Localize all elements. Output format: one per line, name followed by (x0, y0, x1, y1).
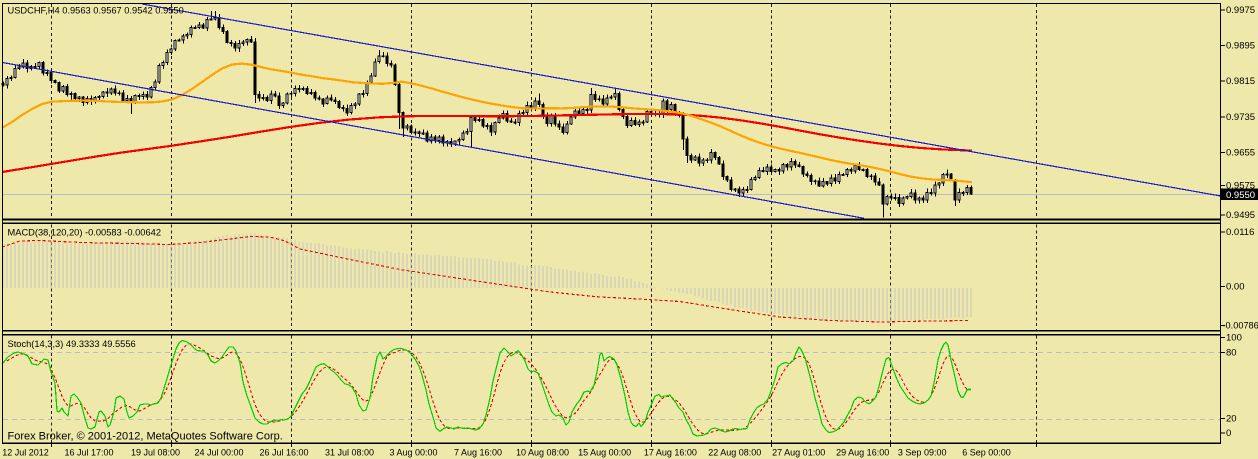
svg-text:100: 100 (1226, 333, 1242, 344)
svg-text:0.9735: 0.9735 (1226, 112, 1255, 123)
svg-text:0.9655: 0.9655 (1226, 147, 1255, 158)
svg-text:0: 0 (1226, 428, 1231, 439)
svg-text:24 Jul 00:00: 24 Jul 00:00 (194, 448, 243, 458)
svg-text:10 Aug 08:00: 10 Aug 08:00 (516, 448, 569, 458)
svg-text:0.9575: 0.9575 (1226, 180, 1255, 191)
svg-text:6 Sep 00:00: 6 Sep 00:00 (962, 448, 1011, 458)
svg-text:15 Aug 00:00: 15 Aug 00:00 (578, 448, 631, 458)
svg-text:0.9895: 0.9895 (1226, 41, 1255, 52)
svg-text:MACD(38,120,20) -0.00583 -0.00: MACD(38,120,20) -0.00583 -0.00642 (8, 228, 162, 238)
svg-text:29 Aug 16:00: 29 Aug 16:00 (836, 448, 889, 458)
svg-text:0.0116: 0.0116 (1226, 227, 1254, 238)
svg-text:17 Aug 16:00: 17 Aug 16:00 (644, 448, 697, 458)
svg-text:0.00: 0.00 (1226, 282, 1245, 293)
svg-text:Stoch(14,3,3) 49.3333 49.5556: Stoch(14,3,3) 49.3333 49.5556 (8, 339, 136, 349)
svg-text:31 Jul 08:00: 31 Jul 08:00 (325, 448, 374, 458)
svg-text:7 Aug 16:00: 7 Aug 16:00 (454, 448, 502, 458)
svg-text:0.9495: 0.9495 (1226, 210, 1255, 221)
svg-text:22 Aug 08:00: 22 Aug 08:00 (708, 448, 761, 458)
svg-text:27 Aug 01:00: 27 Aug 01:00 (772, 448, 825, 458)
svg-text:16 Jul 17:00: 16 Jul 17:00 (64, 448, 113, 458)
svg-text:80: 80 (1226, 347, 1237, 358)
svg-text:Forex Broker, © 2001-2012, Met: Forex Broker, © 2001-2012, MetaQuotes So… (8, 431, 283, 443)
svg-text:20: 20 (1226, 413, 1237, 424)
svg-text:19 Jul 08:00: 19 Jul 08:00 (131, 448, 180, 458)
svg-text:USDCHF,H4 0.9563 0.9567 0.954: USDCHF,H4 0.9563 0.9567 0.9542 0.9550 (8, 6, 184, 16)
svg-text:0.9815: 0.9815 (1226, 76, 1255, 87)
svg-text:12 Jul 2012: 12 Jul 2012 (2, 448, 49, 458)
svg-text:26 Jul 16:00: 26 Jul 16:00 (259, 448, 308, 458)
svg-text:3 Sep 09:00: 3 Sep 09:00 (898, 448, 947, 458)
svg-text:0.9975: 0.9975 (1226, 5, 1255, 16)
svg-text:-0.00786: -0.00786 (1223, 321, 1258, 331)
svg-text:0.9550: 0.9550 (1226, 190, 1255, 201)
svg-text:3 Aug 00:00: 3 Aug 00:00 (389, 448, 437, 458)
